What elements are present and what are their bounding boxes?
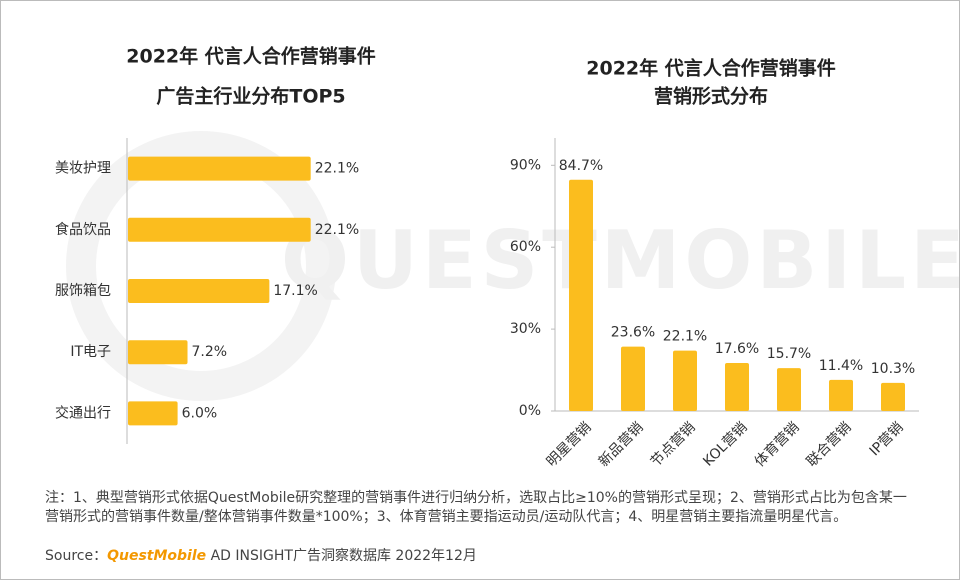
- value-label: 17.1%: [273, 283, 317, 299]
- category-label: IT电子: [70, 344, 111, 360]
- note: 注：1、典型营销形式依据QuestMobile研究整理的营销事件进行归纳分析，选…: [45, 490, 907, 525]
- value-label: 15.7%: [767, 346, 811, 362]
- watermark: QUESTMOBILE: [281, 214, 959, 307]
- watermark-logo: [66, 131, 336, 401]
- source-brand: QuestMobile: [107, 548, 207, 564]
- bar: [128, 340, 188, 365]
- source: Source：QuestMobile AD INSIGHT广告洞察数据库 202…: [45, 545, 477, 565]
- category-label: 食品饮品: [55, 221, 111, 238]
- value-label: 7.2%: [192, 344, 228, 360]
- bar: [829, 379, 853, 411]
- x-tick-label: KOL营销: [700, 419, 750, 469]
- bar: [128, 217, 311, 242]
- x-tick-label: 联合营销: [804, 419, 855, 470]
- value-label: 11.4%: [819, 358, 863, 374]
- chart-title: 2022年 代言人合作营销事件: [586, 57, 836, 80]
- x-tick-label: 新品营销: [596, 419, 647, 470]
- x-tick-label: 体育营销: [752, 419, 803, 470]
- source-label: Source：: [45, 548, 108, 564]
- bar: [673, 350, 697, 411]
- x-tick-label: 明星营销: [544, 419, 595, 470]
- value-label: 23.6%: [611, 325, 655, 341]
- y-tick-label: 90%: [510, 157, 541, 173]
- value-label: 10.3%: [871, 361, 915, 377]
- chart: QUESTMOBILE 2022年 代言人合作营销事件 广告主行业分布TOP5 …: [55, 45, 959, 471]
- chart-title: 2022年 代言人合作营销事件: [126, 45, 376, 68]
- category-label: 美妆护理: [55, 161, 111, 177]
- value-label: 22.1%: [315, 222, 359, 238]
- y-tick-label: 60%: [510, 239, 541, 255]
- value-label: 22.1%: [663, 329, 707, 345]
- category-label: 服饰箱包: [55, 283, 111, 299]
- y-tick-label: 0%: [519, 403, 541, 419]
- value-label: 22.1%: [315, 161, 359, 177]
- bar: [621, 346, 645, 411]
- chart-subtitle: 营销形式分布: [654, 85, 768, 108]
- bar: [881, 382, 905, 411]
- bar: [725, 362, 749, 411]
- source-text: AD INSIGHT广告洞察数据库 2022年12月: [210, 548, 477, 564]
- bar: [569, 179, 593, 411]
- value-label: 17.6%: [715, 341, 759, 357]
- x-tick-label: 节点营销: [648, 419, 699, 470]
- bar: [128, 401, 178, 426]
- bar: [128, 156, 311, 181]
- y-tick-label: 30%: [510, 321, 541, 337]
- value-label: 84.7%: [559, 158, 603, 174]
- bar: [128, 279, 270, 303]
- value-label: 6.0%: [182, 405, 218, 421]
- bar: [777, 368, 801, 411]
- category-label: 交通出行: [55, 404, 111, 421]
- chart-subtitle: 广告主行业分布TOP5: [156, 85, 345, 108]
- x-tick-label: IP营销: [867, 419, 907, 459]
